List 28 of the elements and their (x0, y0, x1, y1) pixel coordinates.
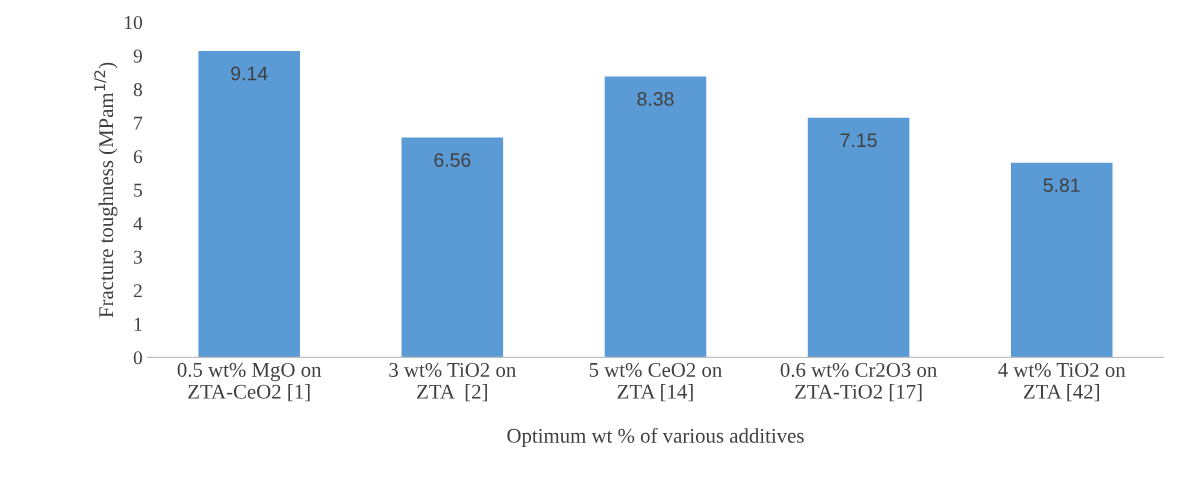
y-tick-label: 7 (134, 116, 143, 130)
y-tick-label: 0 (133, 351, 143, 365)
y-tick-label: 2 (133, 284, 142, 298)
x-tick-label: 4 wt% TiO2 on ZTA [42] (998, 362, 1126, 402)
y-tick-label: 4 (133, 217, 143, 231)
x-tick-label: 5 wt% CeO2 on ZTA [14] (589, 362, 722, 402)
data-label: 5.81 (1043, 178, 1080, 193)
y-tick-label: 10 (125, 16, 143, 30)
data-label: 7.15 (840, 133, 877, 148)
data-label: 6.56 (434, 153, 471, 167)
y-tick-label: 6 (133, 150, 143, 164)
x-axis-title: Optimum wt % of various additives (507, 427, 804, 448)
data-label: 8.38 (637, 92, 674, 106)
x-tick-label: 0.6 wt% Cr2O3 on ZTA-TiO2 [17] (780, 362, 937, 402)
y-tick-label: 9 (133, 49, 142, 63)
y-tick-label: 1 (134, 317, 142, 331)
x-tick-label: 3 wt% TiO2 on ZTA [2] (389, 362, 516, 402)
y-axis-title: Fracture toughness (MPam$^{1/2}$) (94, 62, 118, 318)
y-tick-label: 8 (133, 83, 143, 97)
y-tick-label: 3 (133, 250, 142, 264)
x-tick-label: 0.5 wt% MgO on ZTA-CeO2 [1] (177, 362, 322, 402)
bar (604, 76, 707, 358)
y-tick-label: 5 (134, 183, 142, 197)
bar (401, 137, 504, 358)
bar (1010, 162, 1113, 358)
data-label: 9.14 (231, 66, 268, 81)
bar (198, 51, 300, 358)
bar (807, 117, 910, 358)
